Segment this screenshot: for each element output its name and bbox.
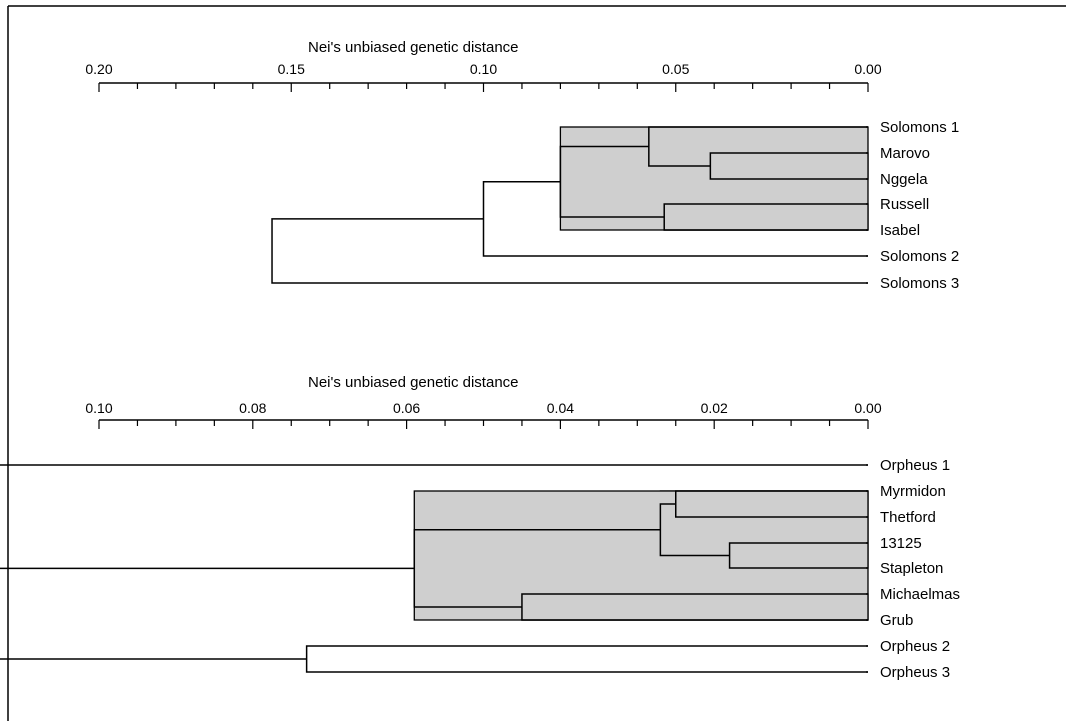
leaf-label-marovo: Marovo xyxy=(880,145,930,162)
leaf-labels: Solomons 1 Marovo Nggela Russell Isabel … xyxy=(880,119,959,292)
leaf-label-orpheus-2: Orpheus 2 xyxy=(880,638,950,655)
leaf-label-solomons-3: Solomons 3 xyxy=(880,275,959,292)
tree-branches xyxy=(271,126,868,284)
tick-label-2: 0.06 xyxy=(393,400,420,416)
tick-label-0: 0.10 xyxy=(85,400,112,416)
leaf-label-solomons-2: Solomons 2 xyxy=(880,248,959,265)
cluster-shading xyxy=(559,126,869,231)
leaf-label-13125: 13125 xyxy=(880,535,922,552)
tick-label-4: 0.00 xyxy=(854,61,881,77)
leaf-label-orpheus-3: Orpheus 3 xyxy=(880,664,950,681)
axis-ticks xyxy=(98,83,869,92)
dendrogram-orpheus: Nei's unbiased genetic distance 0.10 0.0… xyxy=(0,374,960,681)
leaf-label-grub: Grub xyxy=(880,612,913,629)
tick-label-3: 0.05 xyxy=(662,61,689,77)
tree-branches xyxy=(0,464,868,673)
tick-label-5: 0.00 xyxy=(854,400,881,416)
leaf-label-myrmidon: Myrmidon xyxy=(880,483,946,500)
axis-tick-labels: 0.20 0.15 0.10 0.05 0.00 xyxy=(85,61,881,77)
cluster-shading xyxy=(413,490,869,621)
leaf-label-orpheus-1: Orpheus 1 xyxy=(880,457,950,474)
branch-orpheus-1-orpheus-3 xyxy=(0,658,307,660)
leaf-label-michaelmas: Michaelmas xyxy=(880,586,960,603)
leaf-labels: Orpheus 1 Myrmidon Thetford 13125 Staple… xyxy=(880,457,960,681)
tick-label-0: 0.20 xyxy=(85,61,112,77)
cluster-shade-myrmidon-grub xyxy=(413,490,869,621)
axis-ticks xyxy=(98,420,869,429)
dendrogram-solomons: Nei's unbiased genetic distance 0.20 0.1… xyxy=(85,39,959,292)
tick-label-3: 0.04 xyxy=(547,400,574,416)
leaf-label-nggela: Nggela xyxy=(880,171,928,188)
branch-orpheus-1-stapleton xyxy=(0,464,868,570)
axis-tick-labels: 0.10 0.08 0.06 0.04 0.02 0.00 xyxy=(85,400,881,416)
leaf-label-isabel: Isabel xyxy=(880,222,920,239)
tick-label-1: 0.08 xyxy=(239,400,266,416)
tick-label-2: 0.10 xyxy=(470,61,497,77)
branch-solomons-1-solomons-3 xyxy=(271,218,868,284)
leaf-label-thetford: Thetford xyxy=(880,509,936,526)
axis-title: Nei's unbiased genetic distance xyxy=(308,374,519,391)
leaf-label-russell: Russell xyxy=(880,196,929,213)
tick-label-4: 0.02 xyxy=(701,400,728,416)
tick-label-1: 0.15 xyxy=(278,61,305,77)
leaf-label-stapleton: Stapleton xyxy=(880,560,943,577)
branch-orpheus-2-orpheus-3 xyxy=(305,645,868,673)
axis-title: Nei's unbiased genetic distance xyxy=(308,39,519,56)
leaf-label-solomons-1: Solomons 1 xyxy=(880,119,959,136)
